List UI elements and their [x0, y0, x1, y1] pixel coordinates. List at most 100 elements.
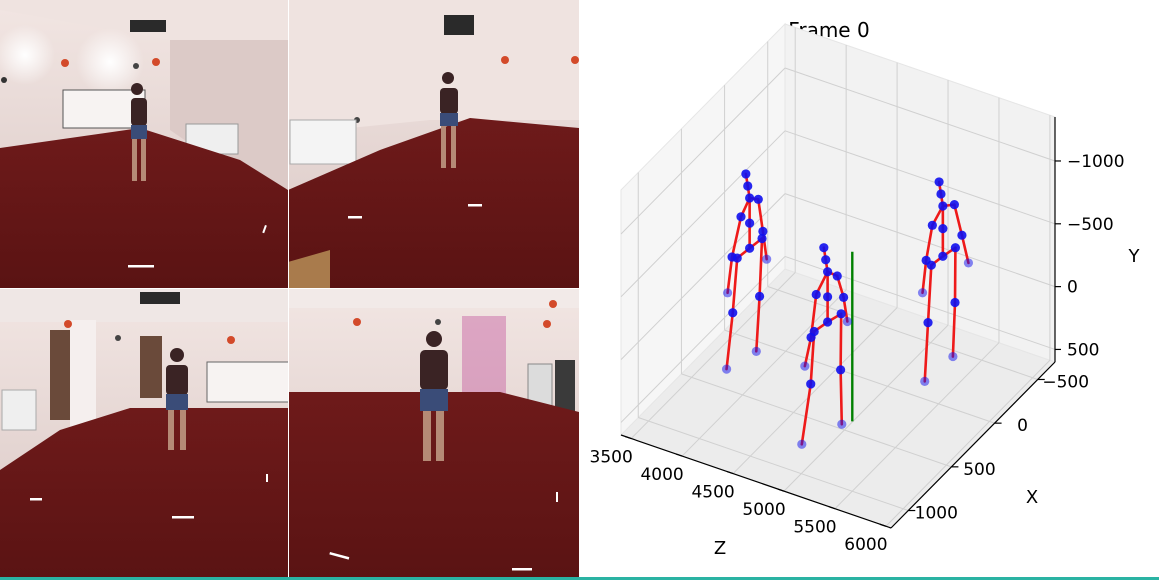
- joint-point: [806, 332, 816, 342]
- x-axis-label: X: [1026, 487, 1038, 508]
- z-tick: [777, 488, 785, 492]
- joint-point: [822, 317, 833, 327]
- grid-line-y: [620, 130, 786, 298]
- z-tick-label: 5500: [793, 518, 836, 538]
- grid-line-x: [767, 286, 1038, 380]
- z-tick-label: 4500: [691, 483, 734, 503]
- bone-segment: [839, 368, 844, 426]
- grid-line-z: [681, 289, 847, 457]
- bone-segment: [924, 224, 934, 262]
- bone-segment: [758, 237, 764, 298]
- z-tick-label: 3500: [590, 448, 633, 468]
- grid-line-x: [681, 373, 952, 468]
- joint-point: [842, 316, 852, 327]
- x-axis-line: [890, 361, 1056, 529]
- joint-point: [743, 181, 753, 191]
- joint-point: [753, 194, 763, 204]
- z-tick: [624, 435, 632, 440]
- y-tick-label: −500: [1067, 215, 1114, 235]
- joint-point: [938, 224, 948, 234]
- z-axis-label: Z: [714, 538, 726, 559]
- z-tick: [879, 523, 887, 527]
- joint-point: [949, 200, 959, 210]
- grid-line-x: [638, 417, 909, 511]
- joint-point: [934, 177, 944, 187]
- bone-segment: [923, 321, 930, 383]
- z-tick: [726, 471, 734, 475]
- grid-line-z: [630, 272, 796, 439]
- plot-axes: [620, 117, 1061, 529]
- joint-point: [736, 212, 746, 222]
- joint-point: [950, 243, 961, 253]
- camera-view-4: [288, 288, 579, 580]
- x-tick-label: 0: [1017, 416, 1028, 436]
- joint-point: [762, 254, 772, 264]
- grid-line-y: [784, 67, 1056, 162]
- bone-segment: [921, 259, 928, 295]
- x-tick-label: −500: [1042, 372, 1089, 392]
- bone-segment: [803, 336, 813, 368]
- joint-point: [822, 292, 833, 302]
- joint-point: [758, 226, 768, 236]
- grid-line-y: [620, 67, 786, 235]
- x-tick-label: 1000: [915, 504, 958, 524]
- joint-point: [751, 346, 761, 356]
- camera-view-3: [0, 288, 290, 580]
- joint-point: [917, 288, 928, 298]
- bone-segment: [726, 255, 734, 295]
- grid-line-y: [784, 130, 1056, 225]
- camera-views-panel: [0, 0, 579, 580]
- joint-point: [957, 230, 967, 240]
- joint-point: [936, 189, 946, 199]
- z-tick: [675, 453, 683, 457]
- z-tick-label: 5000: [742, 500, 785, 520]
- joint-point: [963, 258, 974, 268]
- grid-line-y: [620, 256, 786, 423]
- joint-point: [927, 220, 937, 230]
- bone-segment: [926, 263, 933, 324]
- joint-point: [921, 255, 931, 265]
- x-tick-label: 500: [963, 460, 995, 480]
- joint-point: [839, 292, 849, 303]
- joint-point: [837, 419, 847, 429]
- joint-point: [757, 233, 767, 244]
- joint-point: [811, 289, 821, 300]
- joint-point: [745, 243, 755, 253]
- y-tick-label: 0: [1067, 278, 1078, 298]
- joint-point: [800, 361, 810, 371]
- bone-segment: [800, 382, 813, 446]
- joint-point: [821, 255, 831, 265]
- joint-point: [938, 201, 948, 211]
- bone-segment: [754, 295, 761, 353]
- z-tick-label: 4000: [640, 465, 683, 485]
- camera-view-2: [288, 0, 579, 288]
- joint-point: [745, 193, 755, 203]
- joint-point: [721, 364, 732, 374]
- bone-segment: [725, 311, 735, 371]
- pose-3d-plot: Frame 0 350040004500500055006000−5000500…: [579, 18, 1159, 580]
- bone-segment: [839, 312, 843, 372]
- joint-point: [923, 318, 933, 328]
- grid-line-z: [783, 324, 949, 492]
- joint-point: [754, 291, 765, 301]
- joint-point: [938, 251, 948, 261]
- joint-point: [836, 365, 846, 375]
- grid-line-y: [620, 193, 786, 360]
- joint-point: [920, 376, 930, 386]
- plot-grid: [620, 27, 1056, 527]
- bone-segment: [953, 203, 964, 237]
- joint-point: [950, 297, 960, 308]
- camera-view-1: [0, 0, 288, 288]
- joint-point: [836, 309, 846, 319]
- y-axis-label: Y: [1128, 246, 1141, 267]
- y-tick-label: 500: [1067, 340, 1099, 360]
- grid-line-x: [724, 329, 995, 424]
- bone-segment: [960, 233, 970, 265]
- z-axis-line: [620, 434, 892, 529]
- z-tick-label: 6000: [844, 535, 887, 555]
- joint-point: [822, 267, 833, 277]
- bone-segment: [730, 215, 743, 259]
- joint-point: [832, 271, 842, 281]
- joint-point: [727, 252, 737, 262]
- joint-point: [745, 218, 755, 228]
